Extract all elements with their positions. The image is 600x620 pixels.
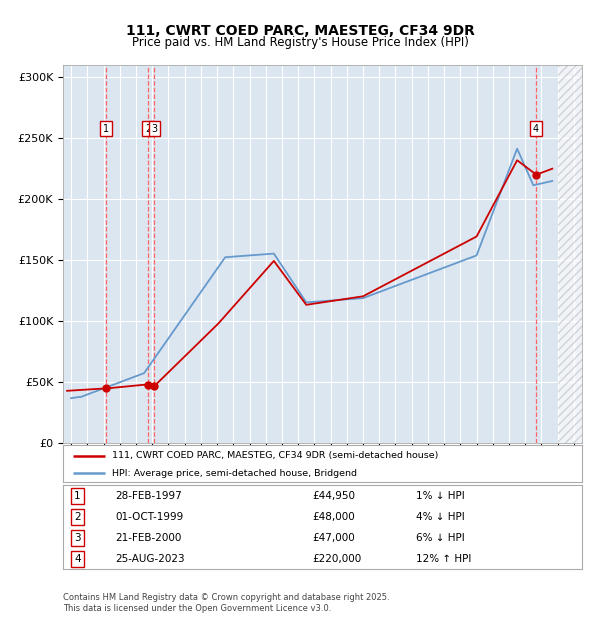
Text: 28-FEB-1997: 28-FEB-1997 [115,491,182,501]
Text: HPI: Average price, semi-detached house, Bridgend: HPI: Average price, semi-detached house,… [112,469,358,477]
Text: 3: 3 [151,123,158,133]
Text: Price paid vs. HM Land Registry's House Price Index (HPI): Price paid vs. HM Land Registry's House … [131,36,469,49]
Text: 4: 4 [533,123,539,133]
Text: 1: 1 [103,123,109,133]
Text: 21-FEB-2000: 21-FEB-2000 [115,533,181,542]
Bar [557,65,582,443]
Text: 12% ↑ HPI: 12% ↑ HPI [416,554,471,564]
Text: 25-AUG-2023: 25-AUG-2023 [115,554,185,564]
Text: 6% ↓ HPI: 6% ↓ HPI [416,533,464,542]
Text: 1% ↓ HPI: 1% ↓ HPI [416,491,464,501]
Text: 4: 4 [74,554,81,564]
Text: Contains HM Land Registry data © Crown copyright and database right 2025.
This d: Contains HM Land Registry data © Crown c… [63,593,389,613]
Text: 4% ↓ HPI: 4% ↓ HPI [416,512,464,522]
Text: 3: 3 [74,533,81,542]
Text: 2: 2 [74,512,81,522]
Text: £47,000: £47,000 [312,533,355,542]
Text: £48,000: £48,000 [312,512,355,522]
Text: 01-OCT-1999: 01-OCT-1999 [115,512,183,522]
Text: £44,950: £44,950 [312,491,355,501]
Text: 1: 1 [74,491,81,501]
Text: 111, CWRT COED PARC, MAESTEG, CF34 9DR: 111, CWRT COED PARC, MAESTEG, CF34 9DR [125,24,475,38]
Text: 2: 2 [145,123,151,133]
Text: £220,000: £220,000 [312,554,361,564]
Text: 111, CWRT COED PARC, MAESTEG, CF34 9DR (semi-detached house): 111, CWRT COED PARC, MAESTEG, CF34 9DR (… [112,451,439,460]
